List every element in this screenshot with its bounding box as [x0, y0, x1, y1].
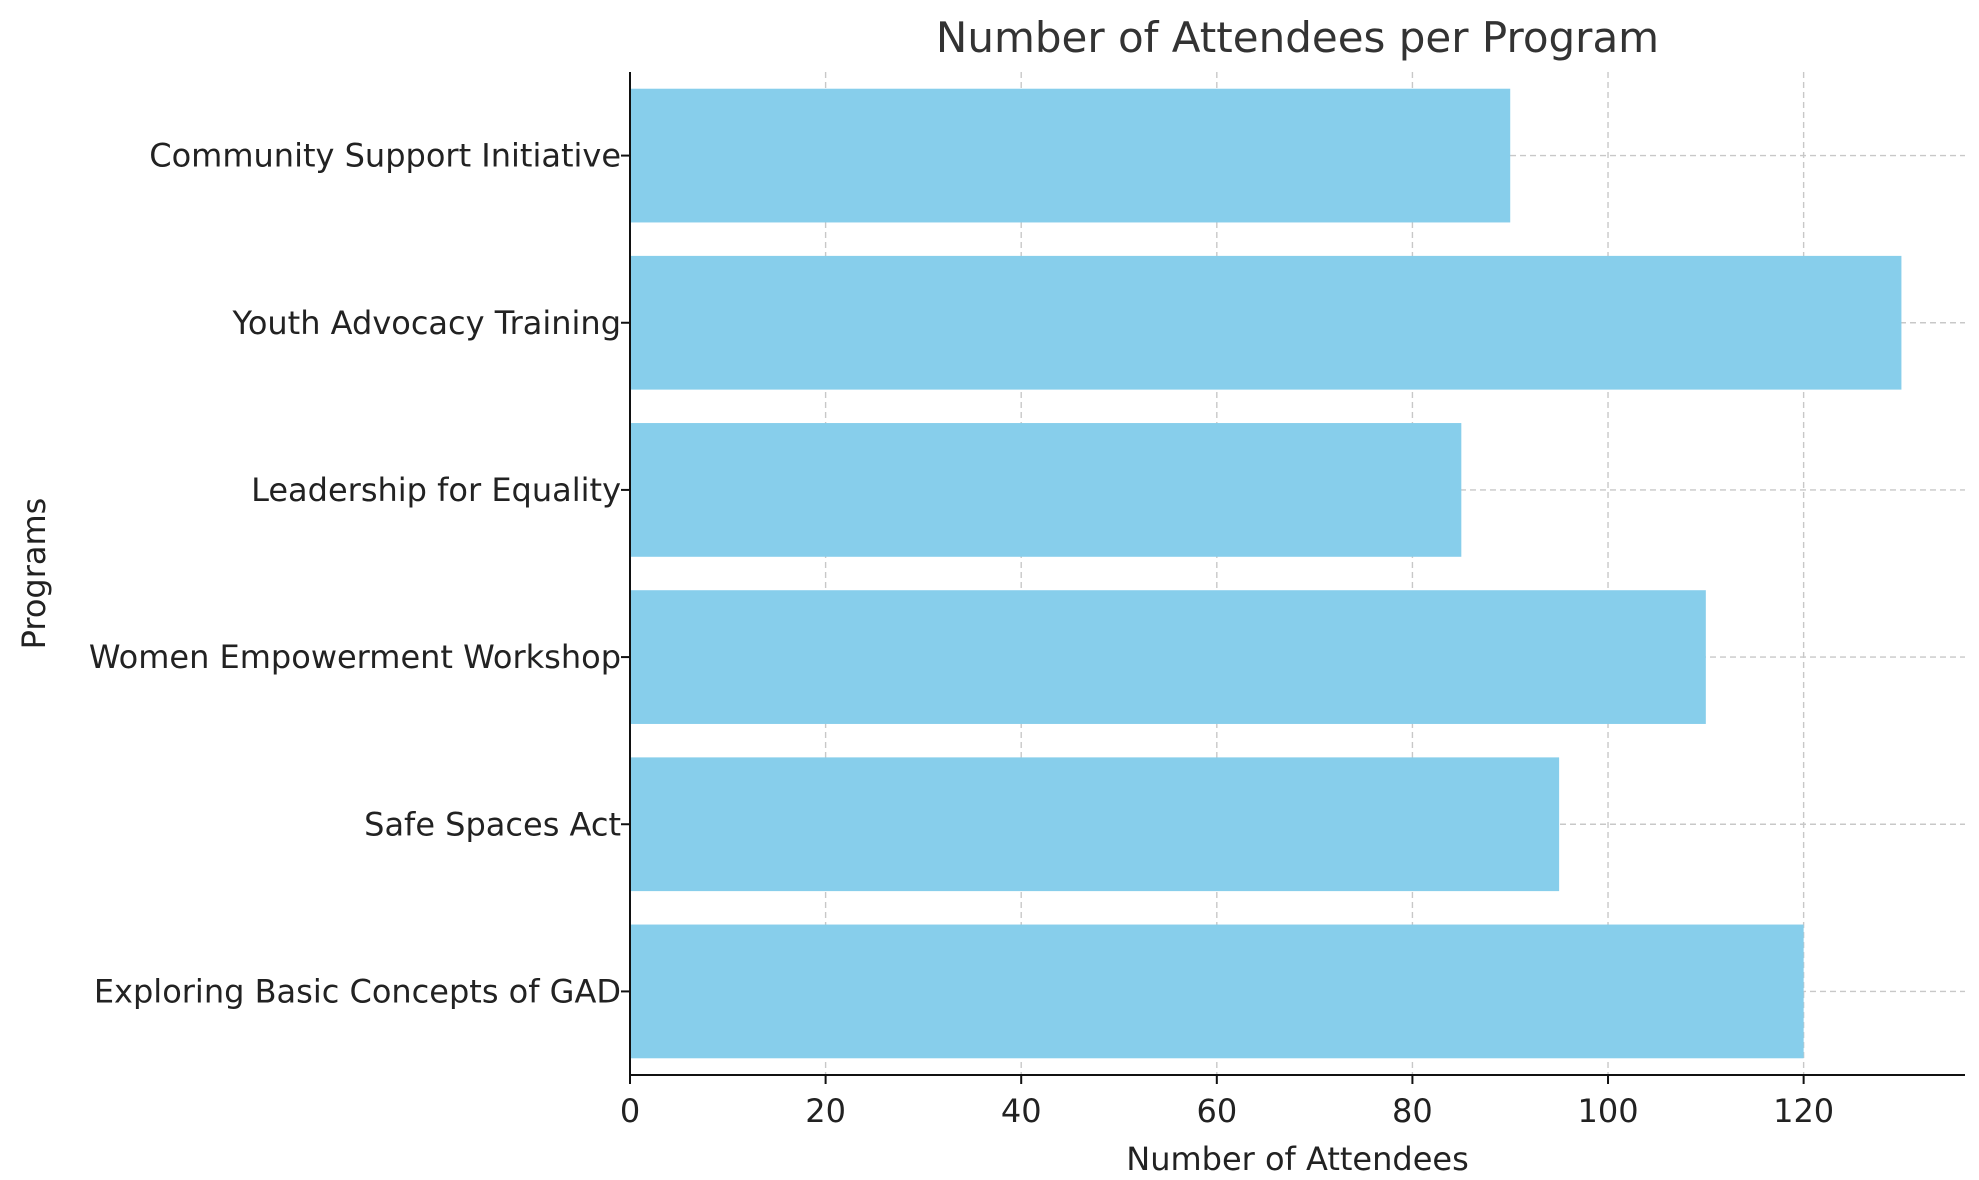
x-tick-label: 20	[805, 1092, 846, 1130]
axes	[629, 72, 1965, 1076]
x-ticks: 0 20 40 60 80 100 120	[620, 1075, 1834, 1130]
bar	[630, 88, 1511, 223]
bar	[630, 924, 1804, 1059]
y-tick-label: Community Support Initiative	[149, 137, 621, 175]
bar	[630, 255, 1902, 390]
bar	[630, 757, 1560, 892]
y-tick-label: Women Empowerment Workshop	[89, 638, 621, 676]
x-tick-label: 0	[620, 1092, 640, 1130]
chart-title: Number of Attendees per Program	[936, 13, 1659, 62]
x-axis-label: Number of Attendees	[1126, 1140, 1468, 1178]
x-tick-label: 60	[1196, 1092, 1237, 1130]
bars	[630, 88, 1902, 1059]
y-tick-label: Exploring Basic Concepts of GAD	[94, 972, 621, 1010]
x-tick-label: 80	[1392, 1092, 1433, 1130]
y-tick-label: Leadership for Equality	[251, 471, 621, 509]
x-tick-label: 100	[1577, 1092, 1638, 1130]
x-tick-label: 40	[1001, 1092, 1042, 1130]
y-tick-label: Safe Spaces Act	[364, 805, 621, 843]
y-ticks: Exploring Basic Concepts of GAD Safe Spac…	[89, 137, 630, 1010]
y-tick-label: Youth Advocacy Training	[232, 304, 621, 342]
bar	[630, 590, 1706, 724]
y-axis-label: Programs	[15, 498, 53, 650]
bar	[630, 423, 1462, 557]
x-tick-label: 120	[1773, 1092, 1834, 1130]
